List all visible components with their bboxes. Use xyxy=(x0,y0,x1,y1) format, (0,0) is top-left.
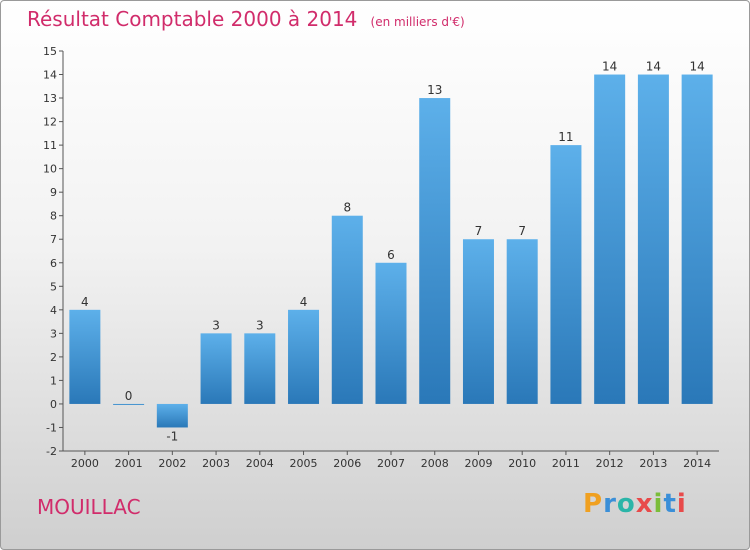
data-label: -1 xyxy=(166,429,178,443)
y-tick-label: 10 xyxy=(43,163,57,176)
data-label: 4 xyxy=(81,295,89,309)
data-label: 3 xyxy=(212,318,220,332)
x-tick-label: 2011 xyxy=(552,457,580,470)
bar xyxy=(419,98,451,404)
y-tick-label: 1 xyxy=(50,374,57,387)
bar xyxy=(331,215,363,404)
y-tick-label: 13 xyxy=(43,92,57,105)
bar xyxy=(375,262,407,404)
logo-letter: P xyxy=(583,489,604,519)
logo-letter: x xyxy=(635,489,654,519)
y-tick-label: 8 xyxy=(50,210,57,223)
bar xyxy=(69,309,101,404)
y-tick-label: 11 xyxy=(43,139,57,152)
data-label: 7 xyxy=(475,224,483,238)
data-label: 0 xyxy=(125,389,133,403)
bar xyxy=(681,74,713,404)
y-tick-label: 7 xyxy=(50,233,57,246)
x-tick-label: 2005 xyxy=(290,457,318,470)
x-tick-label: 2006 xyxy=(333,457,361,470)
data-label: 13 xyxy=(427,83,442,97)
x-tick-label: 2002 xyxy=(158,457,186,470)
title-block: Résultat Comptable 2000 à 2014 (en milli… xyxy=(27,7,465,31)
town-name: MOUILLAC xyxy=(37,495,141,519)
x-tick-label: 2010 xyxy=(508,457,536,470)
data-label: 14 xyxy=(646,60,661,74)
logo-letter: t xyxy=(663,489,677,519)
data-label: 14 xyxy=(602,60,617,74)
data-label: 4 xyxy=(300,295,308,309)
x-tick-label: 2008 xyxy=(421,457,449,470)
y-tick-label: 9 xyxy=(50,186,57,199)
bar xyxy=(462,239,494,404)
y-tick-label: 12 xyxy=(43,116,57,129)
data-label: 3 xyxy=(256,318,264,332)
logo-letter: i xyxy=(676,489,687,519)
y-tick-label: 14 xyxy=(43,69,57,82)
y-tick-label: 15 xyxy=(43,45,57,58)
bar xyxy=(244,333,276,404)
x-tick-label: 2009 xyxy=(464,457,492,470)
data-label: 7 xyxy=(518,224,526,238)
bar xyxy=(550,145,582,404)
logo-letter: i xyxy=(653,489,664,519)
y-tick-label: 3 xyxy=(50,327,57,340)
logo-letter: r xyxy=(603,489,617,519)
data-label: 8 xyxy=(343,201,351,215)
x-tick-label: 2014 xyxy=(683,457,711,470)
proxiti-logo: Proxiti xyxy=(583,489,687,519)
y-tick-label: -1 xyxy=(46,421,57,434)
bar xyxy=(288,309,320,404)
y-tick-label: 2 xyxy=(50,351,57,364)
bar xyxy=(156,403,188,428)
x-tick-label: 2003 xyxy=(202,457,230,470)
y-tick-label: 6 xyxy=(50,257,57,270)
x-tick-label: 2012 xyxy=(596,457,624,470)
y-tick-label: -2 xyxy=(46,445,57,458)
data-label: 14 xyxy=(689,60,704,74)
bar xyxy=(594,74,626,404)
y-tick-label: 5 xyxy=(50,280,57,293)
data-label: 6 xyxy=(387,248,395,262)
x-tick-label: 2013 xyxy=(639,457,667,470)
chart-subtitle: (en milliers d'€) xyxy=(370,15,465,29)
x-tick-label: 2000 xyxy=(71,457,99,470)
bar xyxy=(506,239,538,404)
y-tick-label: 0 xyxy=(50,398,57,411)
bar xyxy=(113,403,145,405)
bar xyxy=(200,333,232,404)
logo-letter: o xyxy=(616,489,636,519)
y-tick-label: 4 xyxy=(50,304,57,317)
x-tick-label: 2004 xyxy=(246,457,274,470)
x-tick-label: 2007 xyxy=(377,457,405,470)
chart-title: Résultat Comptable 2000 à 2014 xyxy=(27,7,358,31)
x-tick-label: 2001 xyxy=(115,457,143,470)
data-label: 11 xyxy=(558,130,573,144)
bar xyxy=(637,74,669,404)
